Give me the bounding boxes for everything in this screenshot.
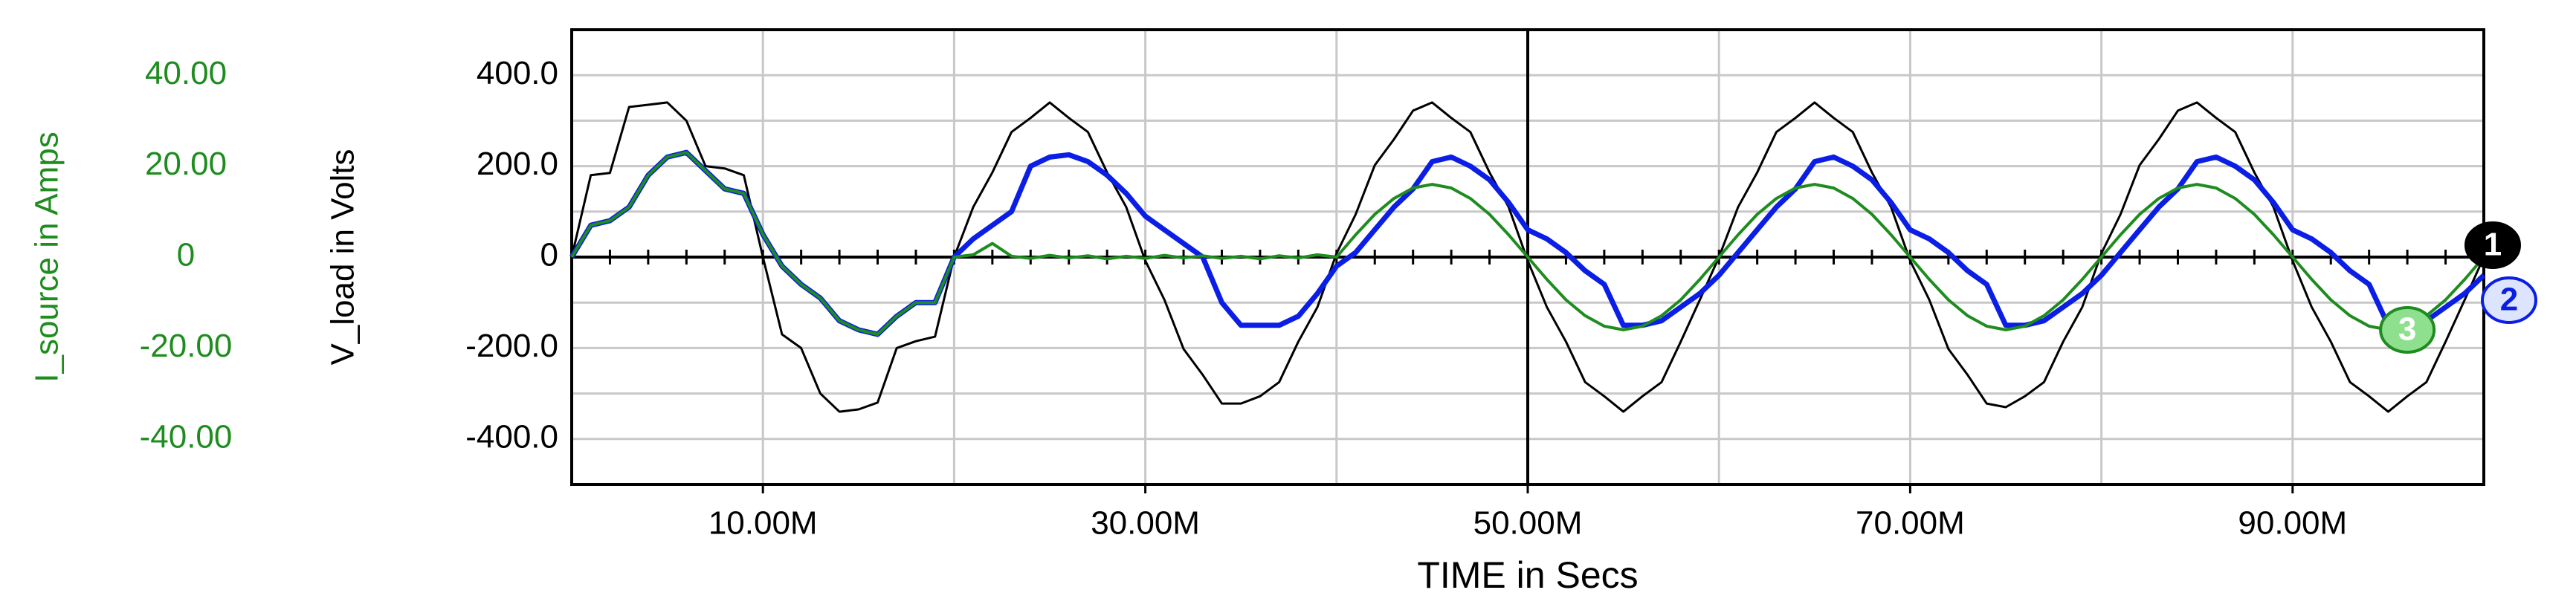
legend-label: 3 xyxy=(2398,311,2416,348)
y2-axis-title: I_source in Amps xyxy=(29,132,65,383)
y2-tick-label: 0 xyxy=(177,237,195,273)
x-tick-label: 50.00M xyxy=(1473,505,1583,542)
y-tick-label: -400.0 xyxy=(465,418,558,455)
y2-tick-label: 20.00 xyxy=(145,146,227,182)
legend-label: 2 xyxy=(2500,282,2518,318)
series-line xyxy=(570,151,2485,336)
y-tick-label: 400.0 xyxy=(477,55,558,91)
y-tick-label: 0 xyxy=(540,237,558,273)
legend-label: 1 xyxy=(2484,227,2502,263)
y-axis-title: V_load in Volts xyxy=(325,149,361,365)
x-tick-label: 90.00M xyxy=(2238,505,2347,542)
y2-tick-label: 40.00 xyxy=(145,55,227,91)
series-line xyxy=(570,101,2485,413)
series-badge xyxy=(2379,306,2436,354)
y2-tick-label: -40.00 xyxy=(140,418,233,455)
series-badge xyxy=(2481,276,2537,324)
x-tick-label: 30.00M xyxy=(1091,505,1200,542)
y-tick-label: 200.0 xyxy=(477,146,558,182)
x-axis-title: TIME in Secs xyxy=(1417,554,1638,596)
x-tick-label: 70.00M xyxy=(1856,505,1965,542)
x-tick-label: 10.00M xyxy=(708,505,818,542)
series-badge xyxy=(2464,221,2521,269)
y-tick-label: -200.0 xyxy=(465,328,558,364)
y2-tick-label: -20.00 xyxy=(140,328,233,364)
